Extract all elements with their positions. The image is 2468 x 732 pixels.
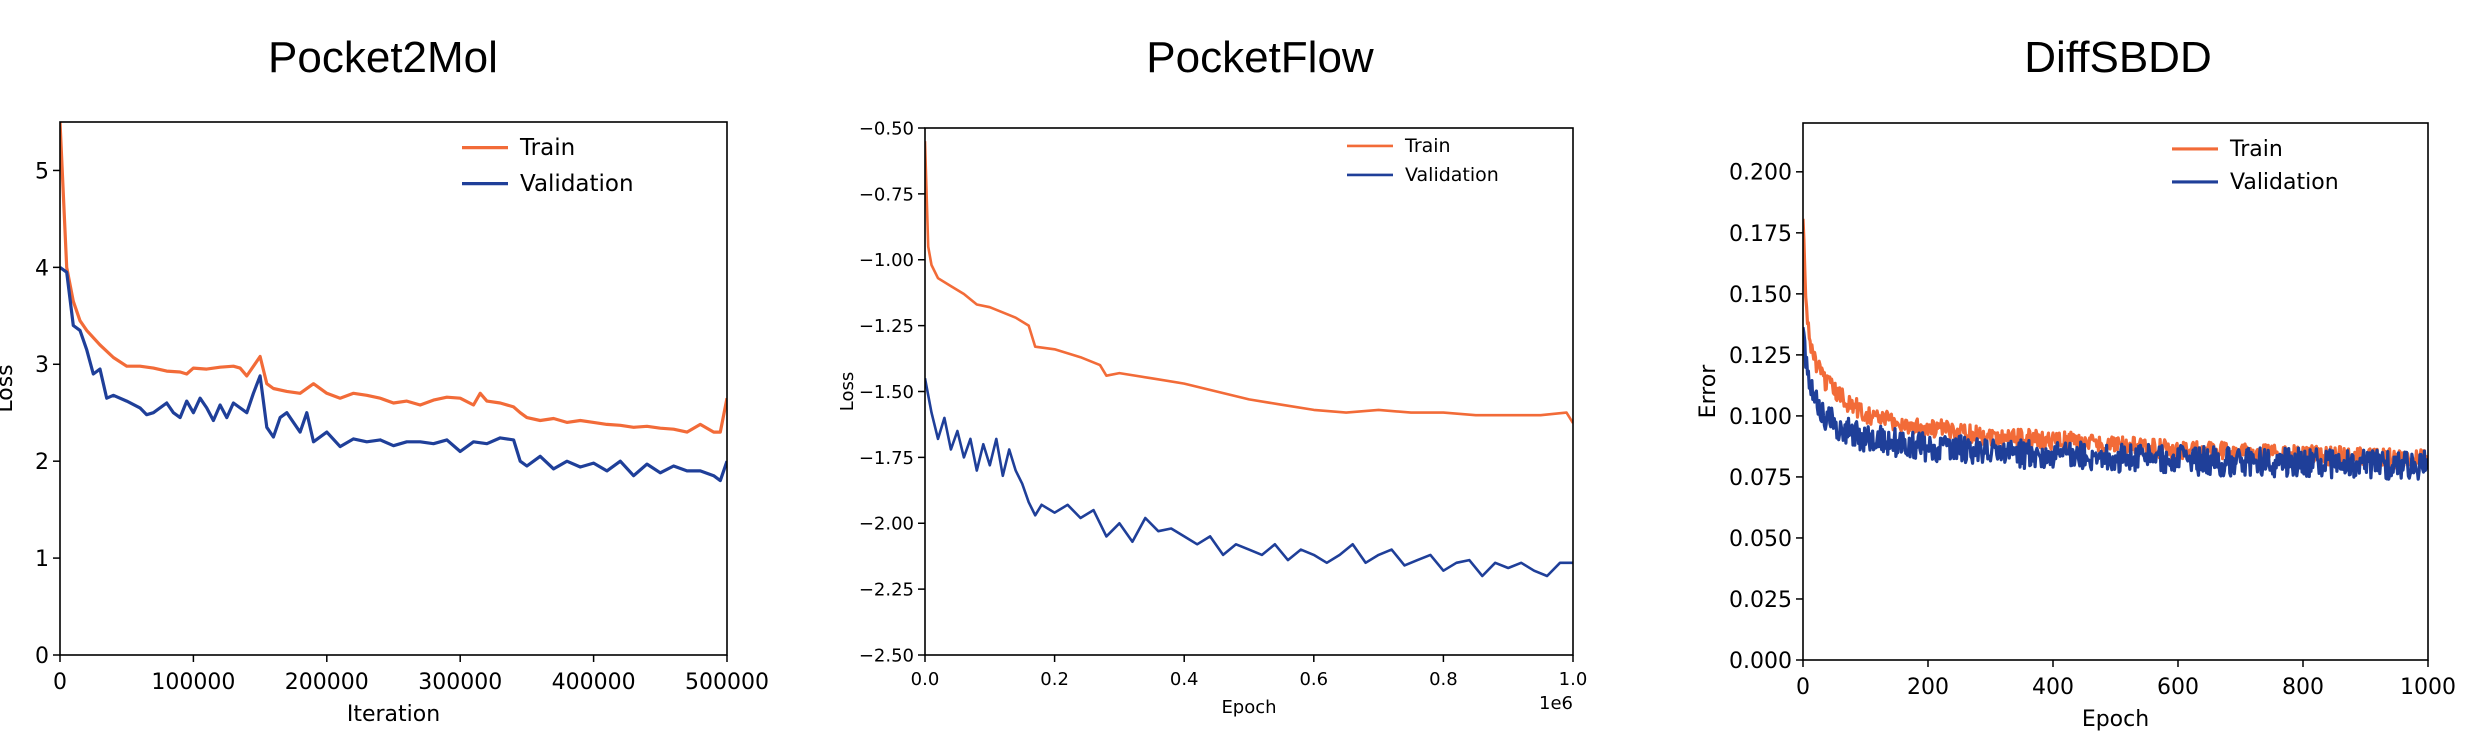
chart-2: DiffSBDD 0 200 400 600 800 1000 0.000 0.025 0.050… <box>1696 33 2456 732</box>
chart-title: PocketFlow <box>1146 33 1374 82</box>
y-tick-label: 0.000 <box>1729 649 1792 674</box>
x-axis-label: Epoch <box>1221 697 1276 718</box>
x-tick-label: 300000 <box>418 670 502 695</box>
y-tick-label: 0.075 <box>1729 466 1792 491</box>
y-tick-label: −1.50 <box>859 382 914 403</box>
chart-0: Pocket2Mol 0 100000 200000 300000 400000 50000… <box>0 33 769 727</box>
x-tick-label: 200000 <box>285 670 369 695</box>
y-tick-label: 0.125 <box>1729 344 1792 369</box>
axes-frame <box>1802 122 2429 661</box>
x-tick-label: 400000 <box>552 670 636 695</box>
y-tick-label: 3 <box>35 353 49 378</box>
x-tick-label: 0 <box>1796 675 1810 700</box>
x-tick-label: 1000 <box>2400 675 2456 700</box>
series-line-validation <box>1803 327 2428 481</box>
y-tick-label: −1.00 <box>859 250 914 271</box>
x-tick-label: 1.0 <box>1559 669 1588 690</box>
y-tick-label: 0.200 <box>1729 161 1792 186</box>
legend-label-train: Train <box>1404 135 1451 157</box>
chart-title: Pocket2Mol <box>268 33 498 82</box>
x-offset-label: 1e6 <box>1539 693 1573 714</box>
y-tick-label: 0.025 <box>1729 588 1792 613</box>
y-tick-label: 4 <box>35 256 49 281</box>
axes-frame <box>924 127 1574 656</box>
x-tick-label: 800 <box>2282 675 2324 700</box>
y-axis-label: Loss <box>837 372 858 411</box>
series-line-train <box>925 141 1573 424</box>
y-tick-label: −2.50 <box>859 645 914 666</box>
x-tick-label: 0.0 <box>911 669 940 690</box>
legend-label-validation: Validation <box>1405 164 1499 186</box>
x-tick-label: 500000 <box>685 670 769 695</box>
x-axis-label: Epoch <box>2082 707 2149 732</box>
x-tick-label: 200 <box>1907 675 1949 700</box>
y-tick-label: 1 <box>35 547 49 572</box>
series-line-validation <box>60 266 727 483</box>
series-line-train <box>60 122 727 434</box>
y-tick-label: −1.75 <box>859 448 914 469</box>
series-line-train <box>1803 218 2428 470</box>
y-tick-label: 2 <box>35 450 49 475</box>
y-tick-label: 0.100 <box>1729 405 1792 430</box>
y-tick-label: −0.50 <box>859 118 914 139</box>
x-tick-label: 0.6 <box>1299 669 1328 690</box>
chart-1: PocketFlow 0.0 0.2 0.4 0.6 0.8 1.0 −2.50 −2.25 −2… <box>837 33 1587 718</box>
chart-title: DiffSBDD <box>2024 33 2211 82</box>
y-tick-label: 0 <box>35 644 49 669</box>
y-tick-label: 5 <box>35 159 49 184</box>
legend-label-train: Train <box>2229 137 2283 162</box>
y-axis-label: Error <box>1696 364 1721 419</box>
x-tick-label: 0.8 <box>1429 669 1458 690</box>
legend-label-validation: Validation <box>520 171 634 197</box>
x-tick-label: 0.4 <box>1170 669 1199 690</box>
x-axis-label: Iteration <box>347 702 440 727</box>
y-tick-label: 0.175 <box>1729 222 1792 247</box>
series-line-validation <box>925 378 1573 578</box>
x-tick-label: 0.2 <box>1040 669 1069 690</box>
y-tick-label: −2.25 <box>859 580 914 601</box>
y-tick-label: −1.25 <box>859 316 914 337</box>
x-tick-label: 0 <box>53 670 67 695</box>
x-tick-label: 600 <box>2157 675 2199 700</box>
x-tick-label: 100000 <box>151 670 235 695</box>
y-tick-label: 0.150 <box>1729 283 1792 308</box>
axes-frame <box>59 121 728 656</box>
x-tick-label: 400 <box>2032 675 2074 700</box>
y-tick-label: −0.75 <box>859 184 914 205</box>
y-tick-label: −2.00 <box>859 514 914 535</box>
y-axis-label: Loss <box>0 364 18 412</box>
legend-label-train: Train <box>519 135 575 161</box>
legend-label-validation: Validation <box>2230 170 2339 195</box>
y-tick-label: 0.050 <box>1729 527 1792 552</box>
